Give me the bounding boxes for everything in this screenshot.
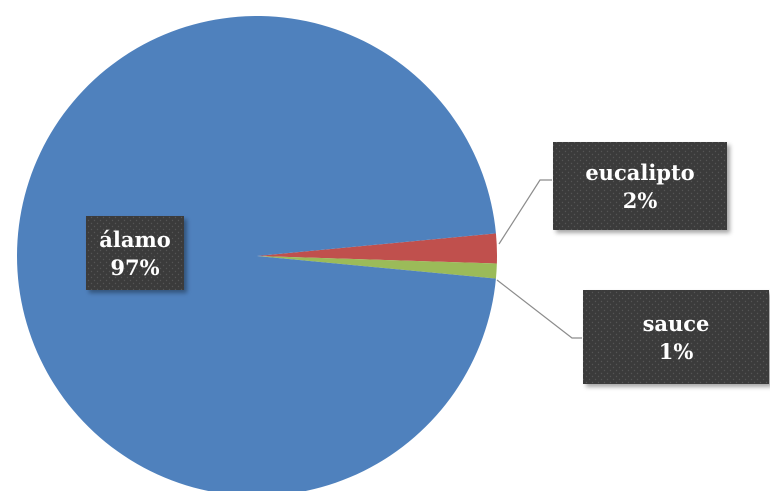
leader-lines: [496, 179, 582, 339]
data-label-box: [86, 216, 184, 290]
pie-slice-álamo: [17, 16, 496, 491]
data-label-sauce: sauce 1%: [583, 290, 769, 384]
data-label-name: sauce: [643, 311, 710, 336]
data-label-name: eucalipto: [585, 160, 694, 185]
pie-slice-eucalipto: [257, 233, 497, 264]
data-label-value: 1%: [659, 339, 694, 364]
data-label-álamo: álamo 97%: [86, 216, 184, 290]
pie-slices: [17, 16, 497, 491]
data-label-eucalipto: eucalipto 2%: [553, 142, 727, 230]
pie-slice-sauce: [257, 256, 497, 279]
data-label-value: 2%: [623, 188, 658, 213]
data-labels: álamo 97% eucalipto 2% sauce 1%: [86, 142, 769, 384]
data-label-name: álamo: [99, 227, 170, 252]
leader-line-sauce: [496, 279, 582, 339]
data-label-box: [583, 290, 769, 384]
data-label-value: 97%: [110, 255, 159, 280]
data-label-box: [553, 142, 727, 230]
leader-line-eucalipto: [498, 179, 552, 245]
